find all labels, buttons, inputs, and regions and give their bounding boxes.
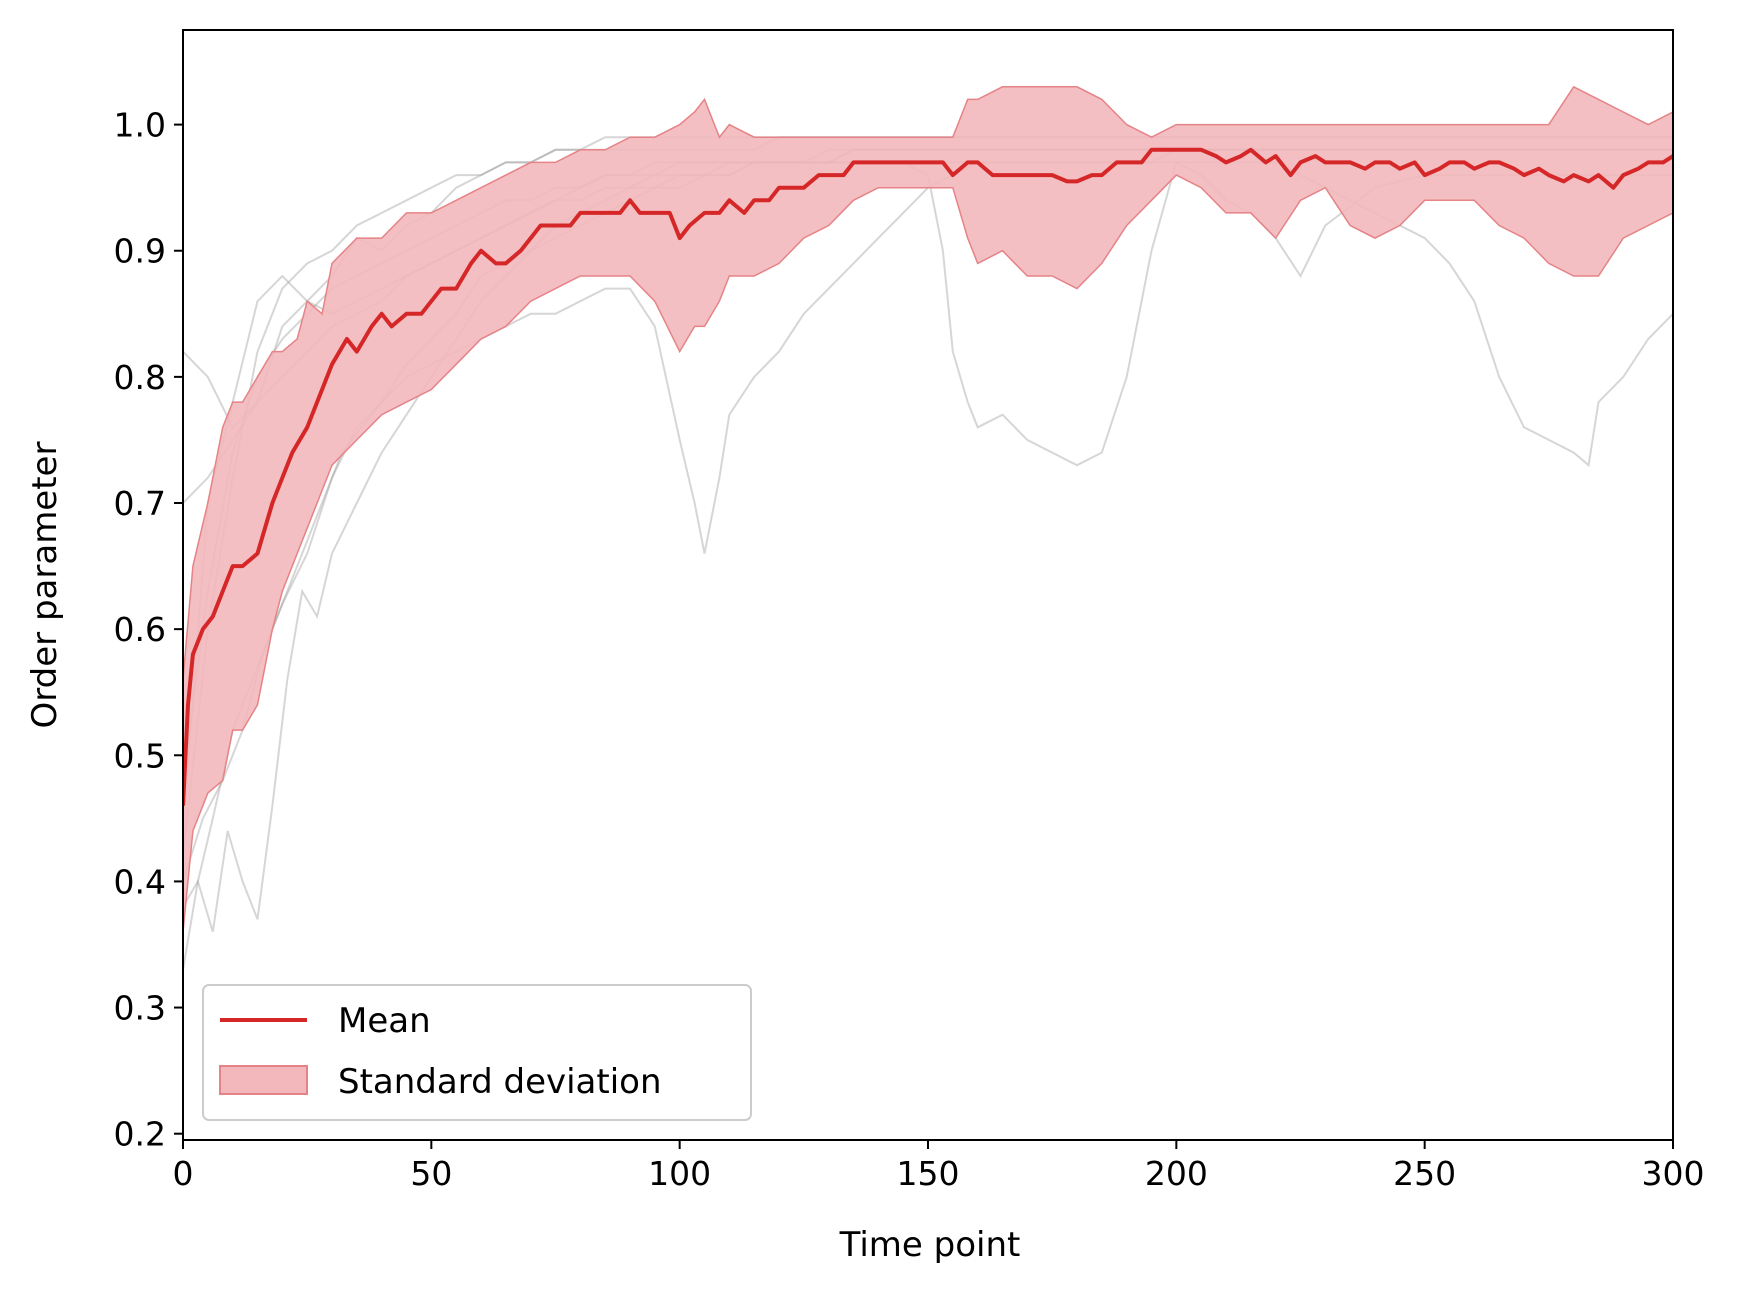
x-axis-label: Time point — [839, 1225, 1021, 1265]
y-tick-label: 0.9 — [114, 232, 166, 271]
legend-box — [202, 984, 752, 1121]
std-band — [183, 85, 1673, 932]
y-tick-label: 0.2 — [114, 1115, 166, 1154]
mean-line — [183, 147, 1673, 806]
legend-std-label: Standard deviation — [338, 1062, 662, 1102]
mean-line-layer — [183, 147, 1673, 806]
std-band-layer — [183, 85, 1673, 932]
y-tick-label: 0.5 — [114, 736, 166, 775]
x-tick-label: 0 — [173, 1154, 194, 1193]
y-tick-label: 1.0 — [114, 106, 166, 145]
legend-mean-label: Mean — [338, 1001, 431, 1041]
axes: 0 50 100 150 200 250 300 0.2 0.3 0.4 0.5 0.6 0.7 0.8 0… — [114, 29, 1705, 1193]
y-tick-label: 0.4 — [114, 862, 166, 901]
y-tick-label: 0.3 — [114, 989, 166, 1028]
y-axis-label: Order parameter — [25, 442, 65, 729]
x-tick-label: 100 — [648, 1154, 711, 1193]
legend-std-swatch — [219, 1065, 308, 1095]
y-tick-label: 0.7 — [114, 484, 166, 523]
legend: Mean Standard deviation — [202, 984, 752, 1121]
x-tick-label: 200 — [1145, 1154, 1208, 1193]
x-tick-label: 250 — [1393, 1154, 1456, 1193]
x-tick-label: 300 — [1642, 1154, 1705, 1193]
x-tick-label: 150 — [897, 1154, 960, 1193]
x-tick-label: 50 — [410, 1154, 452, 1193]
y-tick-label: 0.6 — [114, 610, 166, 649]
y-tick-label: 0.8 — [114, 358, 166, 397]
